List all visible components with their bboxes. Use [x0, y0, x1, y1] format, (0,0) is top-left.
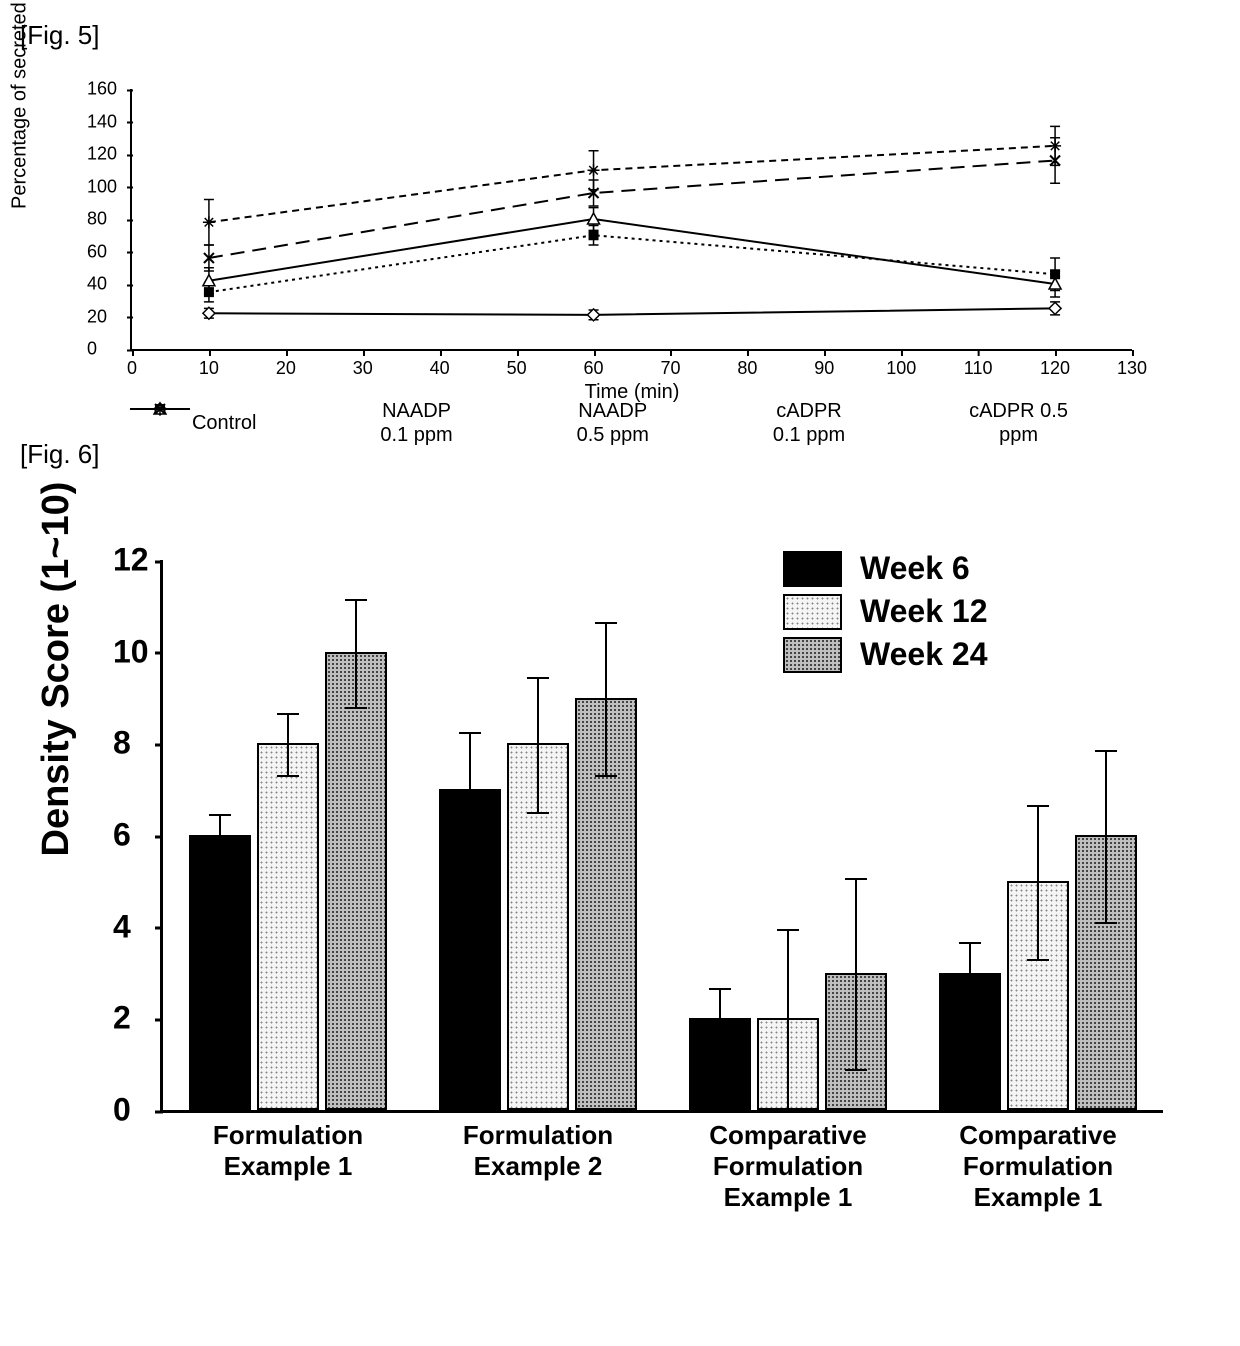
fig6-bar	[257, 743, 319, 1110]
fig5-ytick: 160	[87, 79, 117, 100]
legend-label: Week 6	[860, 550, 970, 587]
fig6-bar	[1075, 835, 1137, 1110]
fig5-xtick: 110	[964, 358, 993, 379]
fig5-xtick: 100	[886, 358, 916, 379]
fig5-xtick: 50	[507, 358, 527, 379]
fig6-bar	[689, 1018, 751, 1110]
fig6-bar	[1007, 881, 1069, 1110]
fig6-bar-group	[689, 973, 887, 1111]
fig5-xtick: 80	[737, 358, 757, 379]
fig6-bar	[439, 789, 501, 1110]
fig6-ytick: 2	[113, 1000, 131, 1037]
fig6-legend-item: Week 24	[783, 636, 988, 673]
fig6-bar-group	[939, 835, 1137, 1110]
legend-label: Week 12	[860, 593, 988, 630]
fig5-xtick: 60	[584, 358, 604, 379]
fig6-bar	[825, 973, 887, 1111]
fig5-ytick: 100	[87, 176, 117, 197]
fig5-ytick: 60	[87, 241, 107, 262]
fig6-ytick: 6	[113, 817, 131, 854]
fig6-bar	[939, 973, 1001, 1111]
fig5-xtick: 120	[1040, 358, 1070, 379]
fig5-container: Percentage of secreted CA amount (%) Tim…	[30, 59, 1220, 439]
fig5-xtick: 130	[1117, 358, 1147, 379]
legend-label: Week 24	[860, 636, 988, 673]
fig6-legend: Week 6 Week 12 Week 24	[783, 550, 988, 679]
fig6-category-label: ComparativeFormulationExample 1	[959, 1120, 1117, 1214]
fig5-label: [Fig. 5]	[20, 20, 1220, 51]
fig5-ytick: 20	[87, 306, 107, 327]
fig5-ytick: 40	[87, 274, 107, 295]
fig6-bar-group	[439, 698, 637, 1111]
fig6-bar-group	[189, 652, 387, 1110]
fig6-ytick: 0	[113, 1092, 131, 1129]
fig6-y-axis-label: Density Score (1~10)	[35, 482, 78, 857]
fig6-ytick: 12	[113, 542, 149, 579]
fig6-bar	[757, 1018, 819, 1110]
fig6-container: Density Score (1~10) 024681012 Formulati…	[30, 520, 1220, 1240]
fig6-bar	[575, 698, 637, 1111]
fig5-xtick: 40	[430, 358, 450, 379]
fig5-legend: ControlNAADP0.1 ppmNAADP0.5 ppmcADPR0.1 …	[130, 399, 1130, 447]
fig6-bar	[507, 743, 569, 1110]
fig5-ytick: 0	[87, 339, 97, 360]
fig5-xtick: 90	[814, 358, 834, 379]
fig5-legend-item: cADPR 0.5ppm	[969, 399, 1068, 447]
fig6-ytick: 4	[113, 908, 131, 945]
legend-swatch-icon	[783, 551, 842, 587]
fig5-xtick: 10	[199, 358, 219, 379]
fig5-ytick: 140	[87, 111, 117, 132]
fig6-category-label: FormulationExample 1	[213, 1120, 363, 1182]
legend-swatch-icon	[130, 399, 1130, 447]
fig5-xtick: 30	[353, 358, 373, 379]
fig6-legend-item: Week 6	[783, 550, 988, 587]
fig5-ytick: 80	[87, 209, 107, 230]
fig6-ytick: 10	[113, 633, 149, 670]
fig6-category-label: FormulationExample 2	[463, 1120, 613, 1182]
fig5-plot-area: Time (min) 020406080100120140160 0102030…	[130, 89, 1132, 351]
fig6-bar	[189, 835, 251, 1110]
legend-swatch-icon	[783, 637, 842, 673]
fig5-y-axis-label: Percentage of secreted CA amount (%)	[9, 0, 32, 209]
fig5-xtick: 20	[276, 358, 296, 379]
legend-swatch-icon	[783, 594, 842, 630]
fig6-category-label: ComparativeFormulationExample 1	[709, 1120, 867, 1214]
fig6-bar	[325, 652, 387, 1110]
fig6-legend-item: Week 12	[783, 593, 988, 630]
fig6-ytick: 8	[113, 725, 131, 762]
fig5-svg	[132, 89, 1132, 349]
fig5-xtick: 70	[660, 358, 680, 379]
fig5-ytick: 120	[87, 144, 117, 165]
fig6-plot-area: Density Score (1~10) 024681012 Formulati…	[160, 560, 1163, 1113]
fig5-xtick: 0	[127, 358, 137, 379]
